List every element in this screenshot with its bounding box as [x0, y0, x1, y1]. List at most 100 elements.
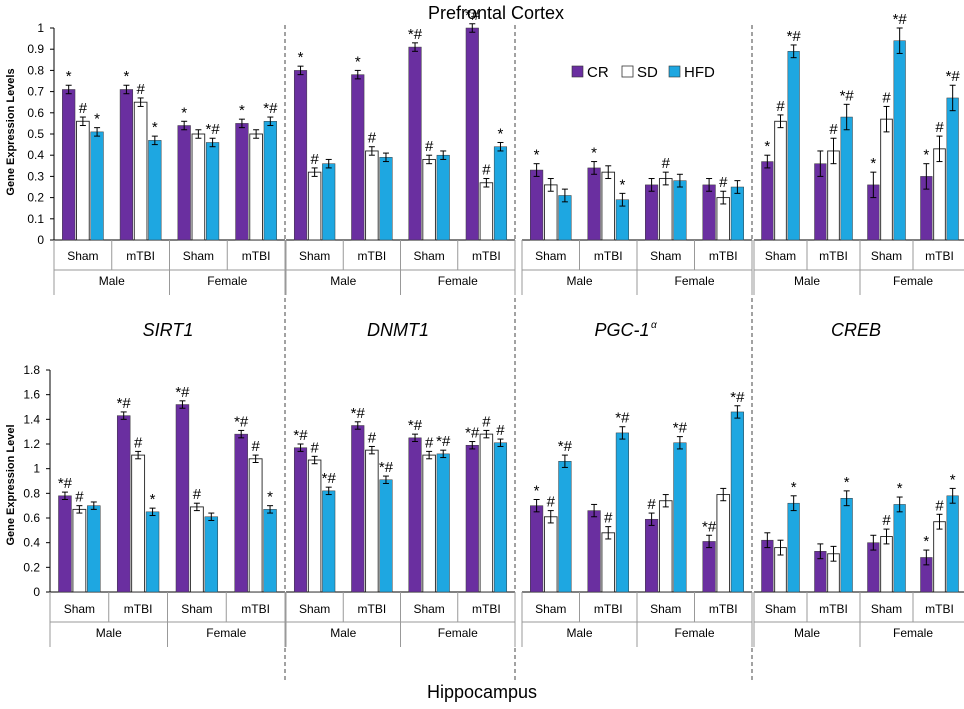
- category-label: mTBI: [241, 602, 270, 616]
- category-label: mTBI: [594, 602, 623, 616]
- significance-mark: #: [882, 89, 891, 106]
- bar-cr: [62, 89, 76, 241]
- bar-cr: [119, 89, 134, 241]
- category-label: Sham: [871, 249, 902, 263]
- category-label: mTBI: [925, 602, 954, 616]
- y-tick-label: 1.4: [23, 412, 40, 426]
- sex-label: Female: [893, 274, 933, 288]
- y-tick-label: 1: [33, 462, 40, 476]
- category-label: mTBI: [819, 249, 848, 263]
- bar-hfd: [615, 432, 629, 593]
- sex-label: Male: [330, 274, 356, 288]
- bar-sd: [774, 120, 787, 241]
- category-label: Sham: [650, 602, 681, 616]
- bar-sd: [191, 133, 206, 241]
- bar-sd: [248, 458, 263, 593]
- significance-mark: *: [152, 119, 158, 136]
- significance-mark: *#: [558, 438, 573, 455]
- legend-label-sd: SD: [637, 64, 658, 81]
- significance-mark: *#: [673, 420, 688, 437]
- category-label: Sham: [413, 249, 444, 263]
- y-tick-label: 0.2: [27, 191, 44, 205]
- significance-mark: *: [764, 138, 770, 155]
- significance-mark: #: [496, 422, 505, 439]
- category-label: mTBI: [594, 249, 623, 263]
- significance-mark: #: [647, 496, 656, 513]
- bar-hfd: [558, 461, 572, 593]
- gene-label-pgc1: PGC-1: [594, 320, 649, 340]
- bar-sd: [249, 133, 263, 241]
- y-tick-label: 0.8: [27, 63, 44, 77]
- sex-label: Male: [566, 274, 592, 288]
- bar-cr: [761, 161, 774, 241]
- bar-sd: [933, 148, 946, 241]
- bar-sd: [658, 500, 673, 593]
- significance-mark: *#: [234, 413, 249, 430]
- significance-mark: *#: [408, 26, 423, 43]
- ylabel-prefrontal: Gene Expression Levels: [5, 68, 17, 195]
- category-label: mTBI: [472, 249, 501, 263]
- bar-sd: [365, 449, 379, 593]
- category-label: Sham: [181, 602, 212, 616]
- significance-mark: #: [662, 155, 671, 172]
- y-tick-label: 0: [37, 233, 44, 247]
- significance-mark: #: [776, 98, 785, 115]
- category-label: mTBI: [925, 249, 954, 263]
- significance-mark: #: [310, 439, 319, 456]
- sex-label: Female: [438, 626, 478, 640]
- bar-cr: [116, 415, 131, 593]
- bar-sd: [189, 506, 204, 593]
- significance-mark: *#: [840, 87, 855, 104]
- bar-sd: [72, 508, 87, 593]
- significance-mark: *#: [117, 395, 132, 412]
- significance-mark: *#: [379, 459, 394, 476]
- category-label: Sham: [650, 249, 681, 263]
- significance-mark: *: [534, 483, 540, 500]
- sex-label: Male: [566, 626, 592, 640]
- bar-cr: [645, 184, 659, 241]
- category-label: mTBI: [819, 602, 848, 616]
- bar-cr: [587, 510, 601, 593]
- significance-mark: *: [923, 147, 929, 164]
- significance-mark: #: [79, 100, 88, 117]
- category-label: Sham: [765, 249, 796, 263]
- significance-mark: *: [591, 145, 597, 162]
- significance-mark: *#: [615, 410, 630, 427]
- sex-label: Female: [438, 274, 478, 288]
- category-label: mTBI: [358, 249, 387, 263]
- significance-mark: *#: [436, 433, 451, 450]
- bar-cr: [234, 433, 248, 593]
- category-label: Sham: [535, 249, 566, 263]
- bar-cr: [235, 123, 249, 241]
- bar-cr: [175, 404, 190, 593]
- bar-hfd: [946, 97, 959, 241]
- sex-label: Male: [99, 274, 125, 288]
- y-tick-label: 0.8: [23, 486, 40, 500]
- significance-mark: *: [66, 68, 72, 85]
- bar-hfd: [493, 442, 508, 593]
- bar-hfd: [436, 453, 450, 593]
- category-label: mTBI: [124, 602, 153, 616]
- bar-sd: [827, 150, 840, 241]
- significance-mark: #: [193, 486, 202, 503]
- bar-cr: [408, 46, 422, 241]
- significance-mark: *#: [893, 11, 908, 28]
- significance-mark: #: [604, 510, 613, 527]
- significance-mark: #: [75, 489, 84, 506]
- significance-mark: #: [719, 174, 728, 191]
- sex-label: Female: [674, 274, 714, 288]
- significance-mark: #: [425, 138, 434, 155]
- significance-mark: #: [136, 81, 145, 98]
- bar-sd: [479, 182, 494, 241]
- significance-mark: #: [425, 434, 434, 451]
- y-tick-label: 0.1: [27, 212, 44, 226]
- y-tick-label: 0.4: [23, 536, 40, 550]
- category-label: Sham: [299, 249, 330, 263]
- bar-hfd: [148, 140, 162, 241]
- category-label: Sham: [299, 602, 330, 616]
- sex-label: Female: [674, 626, 714, 640]
